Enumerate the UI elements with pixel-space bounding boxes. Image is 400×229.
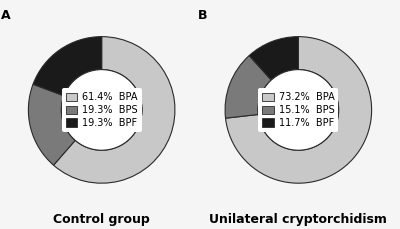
Legend: 73.2%  BPA, 15.1%  BPS, 11.7%  BPF: 73.2% BPA, 15.1% BPS, 11.7% BPF [258,88,338,132]
Wedge shape [28,84,75,165]
Wedge shape [249,37,298,80]
Circle shape [61,70,142,150]
Text: A: A [1,9,10,22]
Wedge shape [225,56,271,118]
Title: Unilateral cryptorchidism: Unilateral cryptorchidism [210,213,387,226]
Legend: 61.4%  BPA, 19.3%  BPS, 19.3%  BPF: 61.4% BPA, 19.3% BPS, 19.3% BPF [62,88,142,132]
Wedge shape [226,37,372,183]
Title: Control group: Control group [53,213,150,226]
Circle shape [258,70,339,150]
Wedge shape [33,37,102,96]
Text: B: B [198,9,207,22]
Wedge shape [54,37,175,183]
